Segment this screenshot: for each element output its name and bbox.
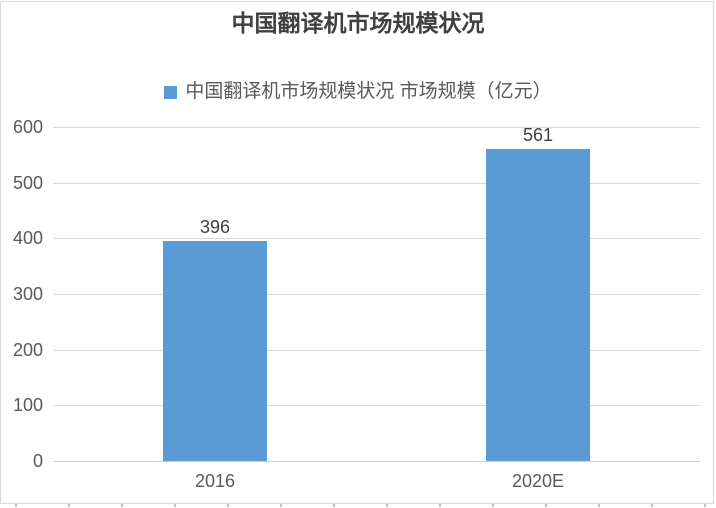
plot-area: 396 2016 561 2020E bbox=[53, 125, 700, 491]
gridline bbox=[53, 183, 700, 184]
gridline bbox=[53, 127, 700, 128]
bar-value-label: 396 bbox=[199, 217, 231, 237]
legend-swatch-icon bbox=[164, 85, 178, 99]
y-axis-tick-label: 300 bbox=[12, 284, 43, 304]
gridline bbox=[53, 350, 700, 351]
bar-value-label: 561 bbox=[522, 125, 554, 145]
gridline bbox=[53, 294, 700, 295]
y-axis-tick-label: 500 bbox=[12, 173, 43, 193]
y-axis-tick-label: 200 bbox=[12, 340, 43, 360]
x-axis-line bbox=[53, 461, 700, 462]
legend: 中国翻译机市场规模状况 市场规模（亿元） bbox=[0, 81, 716, 103]
x-axis-label: 2016 bbox=[194, 471, 236, 491]
x-axis-label: 2020E bbox=[511, 471, 565, 491]
gridline bbox=[53, 405, 700, 406]
legend-label: 中国翻译机市场规模状况 市场规模（亿元） bbox=[185, 81, 552, 102]
gridline bbox=[53, 238, 700, 239]
y-axis-tick-label: 100 bbox=[12, 395, 43, 415]
bar-2020E bbox=[486, 149, 590, 461]
y-axis-tick-label: 400 bbox=[12, 228, 43, 248]
y-axis-tick-label: 0 bbox=[32, 451, 43, 471]
spreadsheet-gridline-strip bbox=[0, 504, 716, 507]
chart-title: 中国翻译机市场规模状况 bbox=[231, 10, 485, 36]
y-axis-tick-label: 600 bbox=[12, 117, 43, 137]
bar-2016 bbox=[163, 241, 267, 461]
